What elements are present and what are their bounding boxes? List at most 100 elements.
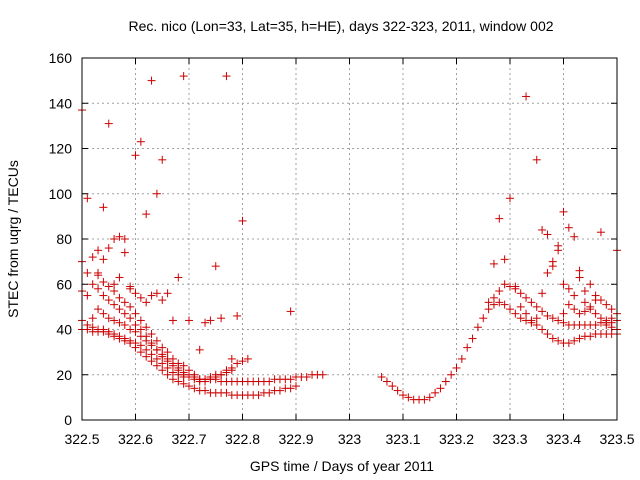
data-point (286, 375, 295, 384)
data-point (136, 325, 145, 334)
data-point (548, 257, 557, 266)
data-point (126, 339, 135, 348)
data-point (163, 370, 172, 379)
data-point (516, 314, 525, 323)
data-point (564, 223, 573, 232)
data-point (388, 382, 397, 391)
data-point (233, 311, 242, 320)
data-point (206, 373, 215, 382)
data-point (522, 293, 531, 302)
data-point (115, 293, 124, 302)
data-point (393, 386, 402, 395)
x-axis-label: GPS time / Days of year 2011 (250, 458, 434, 474)
data-point (602, 300, 611, 309)
data-point (104, 282, 113, 291)
x-tick-label: 323 (338, 431, 362, 447)
plot-frame (81, 57, 618, 421)
data-point (452, 363, 461, 372)
data-point (158, 296, 167, 305)
y-tick-label: 60 (56, 276, 72, 292)
data-point (607, 314, 616, 323)
y-tick-label: 100 (49, 186, 73, 202)
data-point (559, 318, 568, 327)
data-point (185, 370, 193, 379)
y-tick-label: 140 (49, 95, 73, 111)
data-point (575, 334, 584, 343)
x-tick-labels: 322.5 322.6 322.7 322.8 322.9 323 323.1 323.2 32… (64, 431, 634, 447)
data-point (110, 280, 119, 289)
data-point (580, 307, 589, 316)
data-point (527, 316, 536, 325)
data-point (152, 189, 161, 198)
x-tick-label: 323.1 (385, 431, 420, 447)
data-point (174, 363, 183, 372)
data-point (602, 316, 611, 325)
y-tick-label: 80 (56, 231, 72, 247)
data-point (532, 155, 541, 164)
data-point (554, 316, 563, 325)
data-point (580, 298, 589, 307)
data-point (564, 284, 573, 293)
data-point (168, 375, 177, 384)
data-point (292, 382, 300, 391)
data-point (152, 336, 161, 345)
data-point (158, 155, 167, 164)
data-point (94, 305, 103, 314)
data-point (233, 359, 242, 368)
data-point (596, 314, 605, 323)
data-point (473, 323, 482, 332)
data-point (104, 296, 113, 305)
data-point (538, 307, 547, 316)
data-point (88, 253, 97, 262)
data-point (185, 382, 193, 391)
data-point (142, 352, 151, 361)
data-point (94, 268, 103, 277)
data-point (131, 320, 140, 329)
data-point (532, 320, 541, 329)
data-point (88, 280, 97, 289)
data-point (179, 379, 188, 388)
data-point (404, 393, 413, 402)
data-point (211, 262, 220, 271)
data-point (548, 314, 557, 323)
data-point (495, 214, 504, 223)
data-point (142, 298, 151, 307)
data-point (538, 325, 547, 334)
data-point (420, 395, 429, 404)
data-point (511, 282, 520, 291)
data-point (201, 386, 210, 395)
chart-title: Rec. nico (Lon=33, Lat=35, h=HE), days 3… (128, 18, 553, 34)
data-point (302, 373, 311, 382)
data-point (436, 384, 445, 393)
data-point (168, 316, 177, 325)
x-tick-label: 322.6 (118, 431, 153, 447)
data-point (222, 72, 231, 81)
data-point (238, 357, 247, 366)
data-point (99, 309, 108, 318)
data-point (441, 377, 450, 386)
data-point (99, 255, 108, 264)
y-tick-label: 160 (49, 50, 73, 66)
data-point (479, 314, 488, 323)
grid-lines (82, 58, 617, 420)
data-point (136, 293, 145, 302)
data-point (147, 357, 156, 366)
data-point (527, 298, 536, 307)
data-point (586, 302, 595, 311)
data-point (575, 266, 584, 275)
data-point (543, 311, 552, 320)
y-tick-labels: 0 20 40 60 80 100 120 140 160 (49, 50, 73, 428)
data-point (94, 246, 103, 255)
y-tick-label: 120 (49, 141, 73, 157)
data-point (94, 284, 103, 293)
data-point (564, 339, 573, 348)
data-point (147, 341, 156, 350)
x-tick-label: 322.5 (64, 431, 99, 447)
data-point (136, 316, 145, 325)
data-point (222, 388, 231, 397)
data-point (500, 280, 509, 289)
data-point (179, 368, 188, 377)
data-point (489, 259, 498, 268)
data-point (131, 309, 140, 318)
data-point (243, 354, 252, 363)
